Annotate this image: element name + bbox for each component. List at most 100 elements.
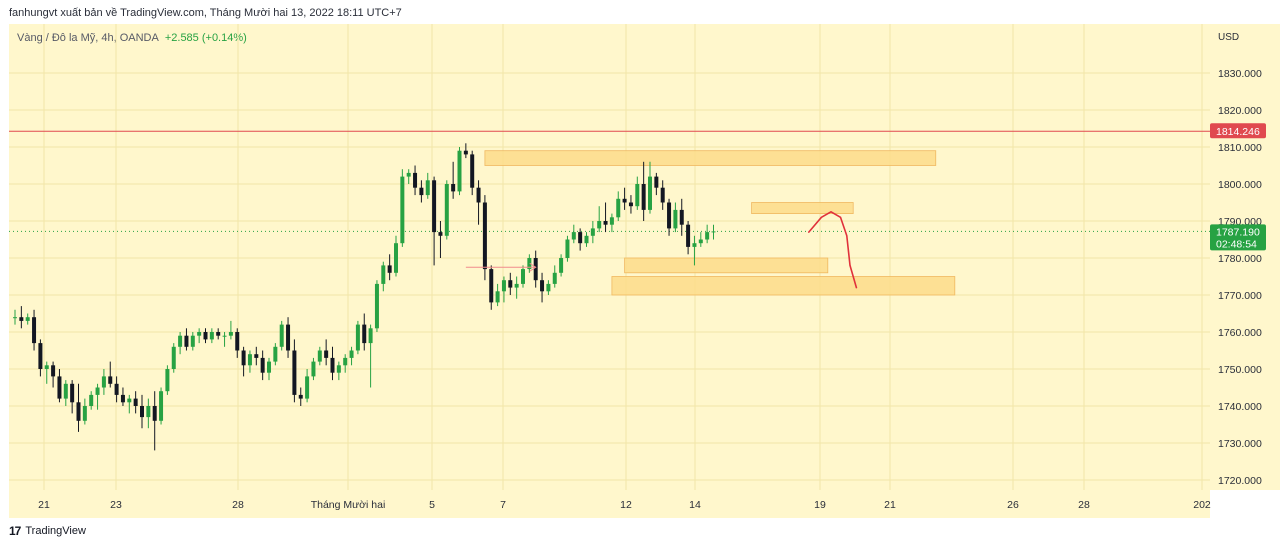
candle-body (209, 332, 214, 340)
symbol-label[interactable]: Vàng / Đô la Mỹ, 4h, OANDA (17, 32, 159, 44)
candle-body (381, 265, 386, 284)
candle-body (521, 269, 525, 284)
candle-body (711, 231, 716, 233)
chart-pane[interactable]: Vàng / Đô la Mỹ, 4h, OANDA +2.585 (+0.14%… (9, 24, 1210, 490)
candle-body (19, 317, 24, 321)
candle-body (559, 258, 564, 273)
candle-body (635, 184, 640, 207)
y-tick-label: 1740.000 (1218, 401, 1262, 413)
candle-body (349, 350, 354, 358)
candle-body (286, 324, 291, 351)
candle-body (324, 350, 329, 358)
candle-body (101, 376, 106, 388)
candle-body (400, 176, 405, 244)
candle-body (13, 317, 17, 319)
candle-body (51, 365, 56, 377)
candle-body (76, 402, 81, 421)
x-tick-label: 7 (500, 499, 506, 511)
candle-body (44, 365, 49, 369)
candle-body (432, 180, 437, 233)
candle-body (590, 228, 595, 236)
candle-body (108, 376, 113, 384)
candle-body (540, 280, 545, 292)
x-tick-label: 12 (620, 499, 632, 511)
zone-rect (751, 202, 854, 214)
candle-body (222, 335, 227, 337)
candle-body (305, 376, 310, 399)
candle-body (667, 202, 672, 229)
candle-body (178, 335, 183, 347)
candle-body (609, 217, 614, 225)
last-price-tag (1210, 224, 1266, 251)
candle-body (628, 202, 633, 207)
candle-body (648, 176, 652, 210)
candle-body (57, 376, 62, 399)
candle-body (343, 357, 348, 366)
candle-body (152, 406, 157, 421)
candle-body (527, 258, 532, 270)
candle-body (438, 232, 443, 236)
brand-label: TradingView (25, 525, 86, 537)
y-tick-label: 1760.000 (1218, 327, 1262, 339)
candle-body (32, 317, 37, 344)
candle-body (698, 239, 703, 244)
candle-body (114, 383, 119, 395)
candle-body (686, 224, 691, 247)
symbol-legend: Vàng / Đô la Mỹ, 4h, OANDA +2.585 (+0.14%… (17, 32, 247, 44)
candle-body (330, 357, 335, 373)
candle-body (584, 235, 589, 244)
currency-label: USD (1218, 32, 1239, 43)
x-tick-label: 14 (689, 499, 701, 511)
tradingview-brand[interactable]: 17 TradingView (9, 524, 86, 538)
last-price-text: 1787.190 (1216, 226, 1260, 238)
publish-info: fanhungvt xuất bản về TradingView.com, T… (9, 7, 402, 19)
candle-body (641, 184, 646, 210)
candle-body (457, 150, 462, 192)
x-tick-label: 28 (1078, 499, 1090, 511)
candle-body (546, 283, 551, 292)
candle-body (273, 346, 278, 362)
candle-body (597, 221, 602, 229)
x-tick-label: 19 (814, 499, 826, 511)
candle-body (406, 172, 411, 177)
candle-body (482, 202, 487, 270)
x-tick-label: 26 (1007, 499, 1019, 511)
x-tick-label: 21 (38, 499, 50, 511)
candle-body (387, 265, 392, 273)
candle-body (616, 198, 621, 218)
candle-body (571, 232, 576, 240)
annotation-arrow-head (529, 262, 537, 272)
candle-body (184, 335, 189, 347)
candle-body (463, 150, 468, 155)
candle-body (25, 317, 30, 321)
candle-body (267, 361, 271, 373)
countdown-text: 02:48:54 (1216, 238, 1257, 250)
candle-body (171, 346, 176, 369)
candle-body (190, 335, 195, 347)
price-axis[interactable] (1210, 24, 1280, 490)
candle-body (622, 198, 627, 203)
candle-body (336, 365, 341, 373)
candle-body (63, 383, 68, 399)
x-tick-label: 21 (884, 499, 896, 511)
candle-body (495, 291, 500, 303)
y-tick-label: 1750.000 (1218, 364, 1262, 376)
projection-path (808, 211, 858, 289)
time-axis[interactable] (9, 490, 1210, 518)
y-tick-label: 1800.000 (1218, 179, 1262, 191)
y-tick-label: 1720.000 (1218, 475, 1262, 487)
candle-body (394, 243, 398, 273)
y-tick-label: 1810.000 (1218, 142, 1262, 154)
candle-body (552, 272, 557, 284)
candle-body (514, 283, 519, 288)
candle-body (298, 394, 303, 399)
candle-body (197, 332, 202, 336)
y-tick-label: 1820.000 (1218, 105, 1262, 117)
candle-body (501, 280, 506, 292)
candle-body (470, 154, 475, 188)
candle-body (413, 172, 418, 188)
x-tick-label: 202 (1193, 499, 1211, 511)
y-tick-label: 1830.000 (1218, 68, 1262, 80)
candle-body (355, 324, 360, 351)
candle-body (533, 258, 538, 281)
